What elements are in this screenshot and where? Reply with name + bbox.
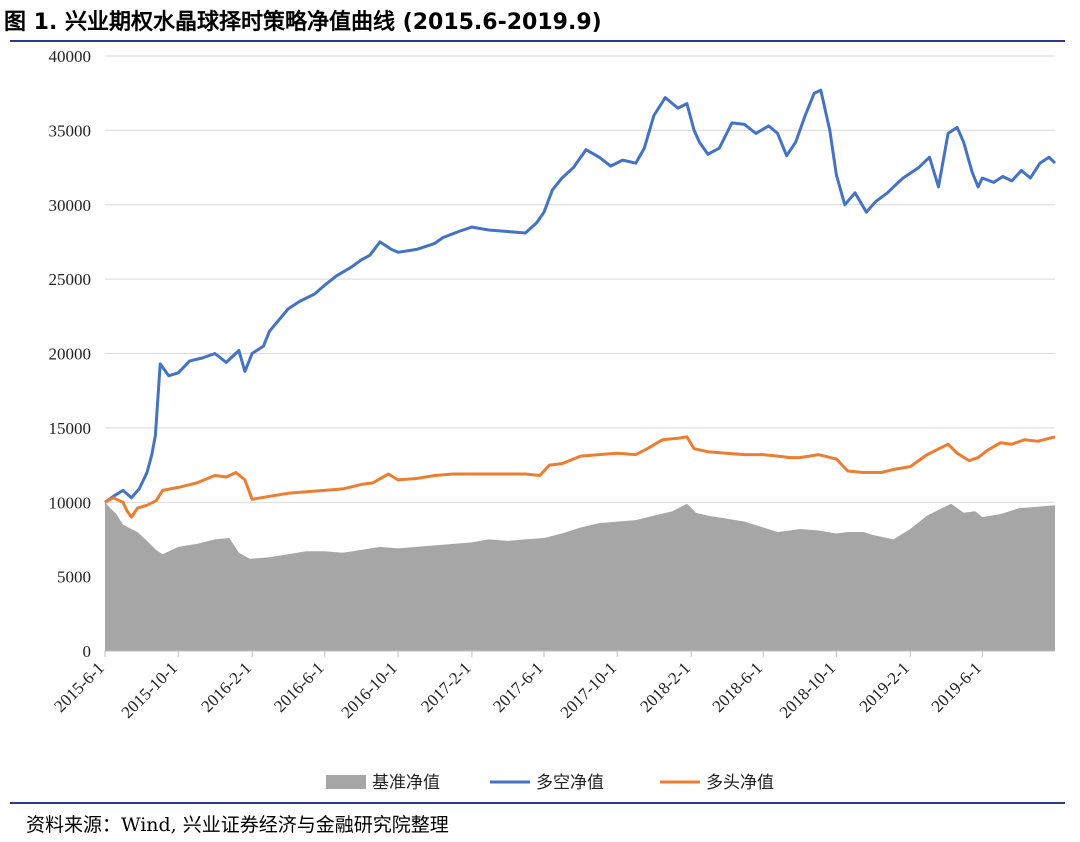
legend-label: 基准净值	[372, 773, 440, 793]
y-tick-label: 25000	[49, 270, 92, 289]
x-tick-label: 2018-2-1	[636, 658, 694, 716]
y-tick-label: 15000	[49, 419, 92, 438]
long-short-line	[104, 88, 1057, 504]
x-tick-label: 2019-2-1	[856, 658, 914, 716]
x-tick-label: 2017-6-1	[489, 658, 547, 716]
legend-long-only: 多头净值	[660, 773, 774, 793]
legend: 基准净值 多空净值 多头净值	[326, 773, 774, 793]
x-tick-label: 2015-10-1	[118, 658, 182, 722]
grid-lines	[105, 55, 1055, 578]
title-rule	[10, 40, 1065, 42]
legend-swatch-area	[326, 775, 366, 789]
chart-title: 图 1. 兴业期权水晶球择时策略净值曲线 (2015.6-2019.9)	[4, 10, 602, 35]
x-tick-label: 2015-6-1	[50, 658, 108, 716]
benchmark-area	[105, 502, 1055, 651]
x-tick-label: 2016-2-1	[197, 658, 255, 716]
x-tick-label: 2016-10-1	[337, 658, 401, 722]
legend-label: 多空净值	[536, 773, 604, 793]
benchmark-area-layer	[105, 502, 1055, 651]
long-only-line	[104, 435, 1056, 519]
x-tick-label: 2017-10-1	[557, 658, 621, 722]
y-tick-label: 0	[83, 642, 92, 661]
y-tick-label: 35000	[49, 121, 92, 140]
y-tick-label: 5000	[57, 568, 91, 587]
source-note: 资料来源：Wind, 兴业证券经济与金融研究院整理	[26, 814, 449, 836]
x-tick-label: 2018-6-1	[708, 658, 766, 716]
y-tick-label: 10000	[49, 493, 92, 512]
x-tick-label: 2017-2-1	[417, 658, 475, 716]
legend-benchmark: 基准净值	[326, 773, 440, 793]
legend-long-short: 多空净值	[490, 773, 604, 793]
x-tick-label: 2019-6-1	[928, 658, 986, 716]
x-tick-label: 2016-6-1	[270, 658, 328, 716]
y-tick-label: 30000	[49, 196, 92, 215]
y-tick-label: 40000	[49, 47, 92, 66]
line-chart: 0 5000 10000 15000 20000 25000 30000 35000 40000…	[49, 47, 1057, 793]
legend-label: 多头净值	[706, 773, 774, 793]
source-rule	[10, 802, 1065, 804]
y-tick-label: 20000	[49, 345, 92, 364]
x-tick-label: 2018-10-1	[776, 658, 840, 722]
series-lines-layer	[104, 88, 1057, 519]
